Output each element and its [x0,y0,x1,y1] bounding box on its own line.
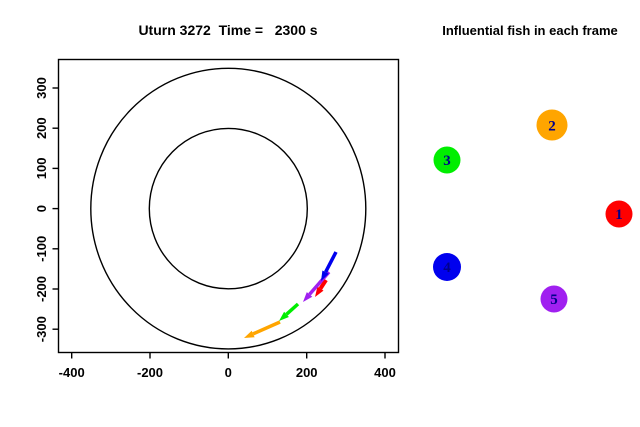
fish-1-velocity-arrow [315,278,328,297]
fish-marker-label-4: 4 [443,260,451,276]
x-tick-label: 400 [374,365,396,380]
plot-box [57,58,400,354]
x-axis-tick-labels: -400 -200 0 200 400 [59,365,396,380]
fish-1-arrow-head [315,286,324,297]
fish-2-arrow-shaft [252,320,281,336]
y-axis-ticks [52,87,59,330]
fish-2-arrow-head [244,330,255,338]
y-tick-label: 100 [34,158,49,180]
inner-arena-circle [148,127,309,290]
y-tick-label: 200 [34,117,49,139]
x-tick-label: -200 [137,365,163,380]
fish-2-velocity-arrow [244,320,281,338]
x-tick-label: -400 [59,365,85,380]
fish-marker-label-2: 2 [548,119,556,135]
left-plot-title: Uturn 3272 Time = 2300 s [138,22,318,38]
outer-arena-circle [90,67,367,350]
trajectory-plot: -400 -200 0 200 400 300 200 100 [34,58,400,380]
fish-3-arrow-shaft [285,302,300,316]
fish-marker-label-5: 5 [550,292,558,308]
fish-marker-label-3: 3 [443,153,451,169]
x-tick-label: 200 [296,365,318,380]
y-tick-label: -200 [34,276,49,302]
y-tick-label: 300 [34,77,49,99]
fish-4-arrow-shaft [324,251,338,273]
y-axis-tick-labels: 300 200 100 0 -100 -200 -300 [34,77,49,342]
fish-marker-label-1: 1 [615,207,623,223]
fish-3-arrow-head [279,311,289,321]
fish-marker-5 [540,285,568,313]
fish-1-arrow-shaft [318,278,328,290]
fish-marker-1 [605,200,633,228]
x-tick-label: 0 [225,365,232,380]
fish-5-arrow-head [303,292,313,302]
fish-marker-4 [433,253,461,281]
fish-4-velocity-arrow [321,251,338,281]
y-tick-label: 0 [34,205,49,212]
y-tick-label: -300 [34,316,49,342]
x-axis-ticks [70,352,386,359]
fish-3-velocity-arrow [279,302,300,321]
influential-fish-panel: 1 2 3 4 5 [433,109,633,313]
fish-marker-2 [536,109,568,141]
fish-marker-3 [433,146,461,174]
right-panel-title: Influential fish in each frame [442,23,618,38]
fish-4-arrow-head [321,270,329,281]
y-tick-label: -100 [34,236,49,262]
